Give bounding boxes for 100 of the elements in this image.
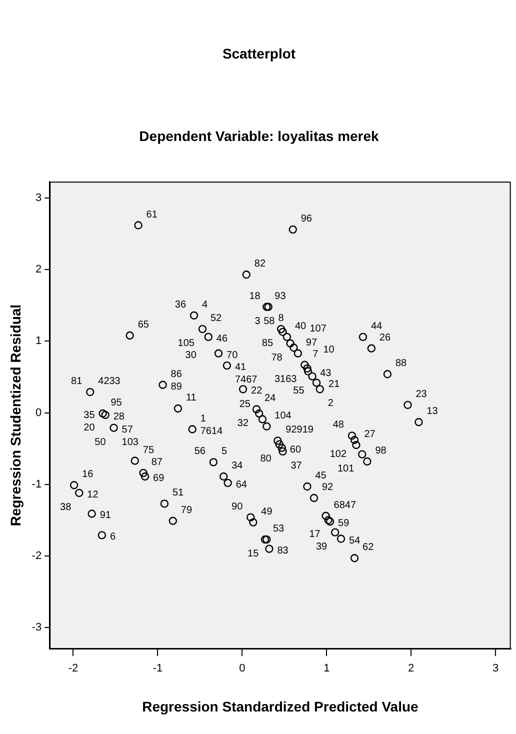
annotation: 43 xyxy=(320,368,332,379)
annotation: 32 xyxy=(237,418,249,430)
annotation: 58 xyxy=(264,316,276,327)
y-tick-label: 0 xyxy=(35,406,42,419)
annotation: 92919 xyxy=(286,424,314,436)
annotation: 10 xyxy=(323,344,335,356)
annotation: 49 xyxy=(261,506,273,518)
annotation: 90 xyxy=(232,501,244,512)
annotation: 107 xyxy=(310,324,327,335)
annotation: 23 xyxy=(416,388,428,400)
annotation: 79 xyxy=(180,504,192,516)
annotation: 12 xyxy=(87,489,99,500)
annotation: 53 xyxy=(272,523,285,534)
annotation: 78 xyxy=(271,352,283,364)
annotation: 85 xyxy=(262,338,274,350)
annotation: 6847 xyxy=(334,500,356,511)
annotation: 21 xyxy=(328,379,340,390)
annotation: 17 xyxy=(309,529,321,540)
y-axis-title: Regression Studentized Residual xyxy=(7,304,24,526)
y-tick-label: -2 xyxy=(32,550,42,562)
annotation: 83 xyxy=(277,545,289,556)
chart-subtitle: Dependent Variable: loyalitas merek xyxy=(139,128,380,144)
annotation: 70 xyxy=(226,350,238,361)
annotation: 69 xyxy=(153,473,165,484)
annotation: 2 xyxy=(328,398,334,410)
annotation: 60 xyxy=(290,444,302,456)
annotation: 65 xyxy=(138,319,150,330)
annotation: 39 xyxy=(316,541,328,552)
annotation: 20 xyxy=(84,422,96,434)
annotation: 81 xyxy=(71,376,83,388)
annotation: 27 xyxy=(364,429,376,440)
y-tick-label: -1 xyxy=(32,478,42,490)
annotation: 102 xyxy=(330,448,347,460)
annotation: 52 xyxy=(210,313,222,324)
annotation: 91 xyxy=(100,510,112,522)
annotation: 7614 xyxy=(200,426,224,437)
y-tick-label: 3 xyxy=(35,192,42,204)
annotation: 40 xyxy=(294,320,307,332)
annotation: 7 xyxy=(312,348,319,360)
annotation: 4233 xyxy=(98,376,121,388)
annotation: 92 xyxy=(322,482,334,493)
annotation: 30 xyxy=(185,350,197,361)
annotation: 26 xyxy=(379,332,391,344)
x-tick-label: 0 xyxy=(239,662,246,675)
annotation: 8 xyxy=(278,313,284,324)
annotation: 3163 xyxy=(274,374,298,385)
annotation: 89 xyxy=(170,381,182,392)
annotation: 38 xyxy=(60,502,72,513)
chart-title: Scatterplot xyxy=(222,45,296,62)
annotation: 88 xyxy=(395,358,408,370)
annotation: 18 xyxy=(249,290,261,302)
y-tick-label: 1 xyxy=(35,335,42,348)
annotation: 95 xyxy=(110,398,122,409)
annotation: 57 xyxy=(122,424,134,436)
annotation: 22 xyxy=(251,386,263,397)
annotation: 37 xyxy=(290,460,302,472)
x-tick-label: 1 xyxy=(324,662,330,675)
x-axis-title: Regression Standardized Predicted Value xyxy=(142,698,418,714)
annotation: 35 xyxy=(84,410,96,422)
annotation: 46 xyxy=(216,333,228,344)
annotation: 11 xyxy=(186,392,197,404)
x-tick-label: 3 xyxy=(492,662,499,675)
annotation: 97 xyxy=(306,337,318,348)
annotation: 103 xyxy=(122,436,139,448)
annotation: 93 xyxy=(274,290,286,302)
annotation: 75 xyxy=(142,444,154,456)
annotation: 16 xyxy=(82,469,94,480)
annotation: 55 xyxy=(293,385,305,396)
annotation: 80 xyxy=(260,453,272,464)
annotation: 98 xyxy=(375,445,387,456)
annotation: 34 xyxy=(232,460,244,472)
annotation: 41 xyxy=(234,362,247,374)
annotation: 96 xyxy=(300,214,312,225)
annotation: 51 xyxy=(172,488,184,499)
annotation: 7467 xyxy=(234,374,258,386)
annotation: 50 xyxy=(94,436,106,448)
annotation: 13 xyxy=(426,406,438,418)
y-tick-label: -3 xyxy=(32,622,42,634)
annotation: 59 xyxy=(338,518,350,530)
annotation: 4 xyxy=(202,299,208,310)
annotation: 15 xyxy=(248,548,260,560)
x-tick-label: 2 xyxy=(408,662,414,675)
annotation: 48 xyxy=(332,420,344,431)
annotation: 64 xyxy=(236,479,248,490)
annotation: 82 xyxy=(254,258,266,270)
annotation: 105 xyxy=(178,338,195,350)
annotation: 62 xyxy=(362,542,374,554)
annotation: 5 xyxy=(221,446,228,458)
annotation: 28 xyxy=(113,411,125,422)
annotation: 6 xyxy=(110,532,116,543)
annotation: 104 xyxy=(274,410,292,422)
annotation: 25 xyxy=(239,399,251,410)
annotation: 1 xyxy=(200,413,206,424)
annotation: 44 xyxy=(370,320,383,332)
x-tick-label: -1 xyxy=(152,662,163,675)
x-tick-label: -2 xyxy=(68,662,78,675)
annotation: 61 xyxy=(146,209,158,220)
annotation: 54 xyxy=(349,535,361,546)
annotation: 3 xyxy=(254,316,261,327)
annotation: 45 xyxy=(315,470,327,482)
